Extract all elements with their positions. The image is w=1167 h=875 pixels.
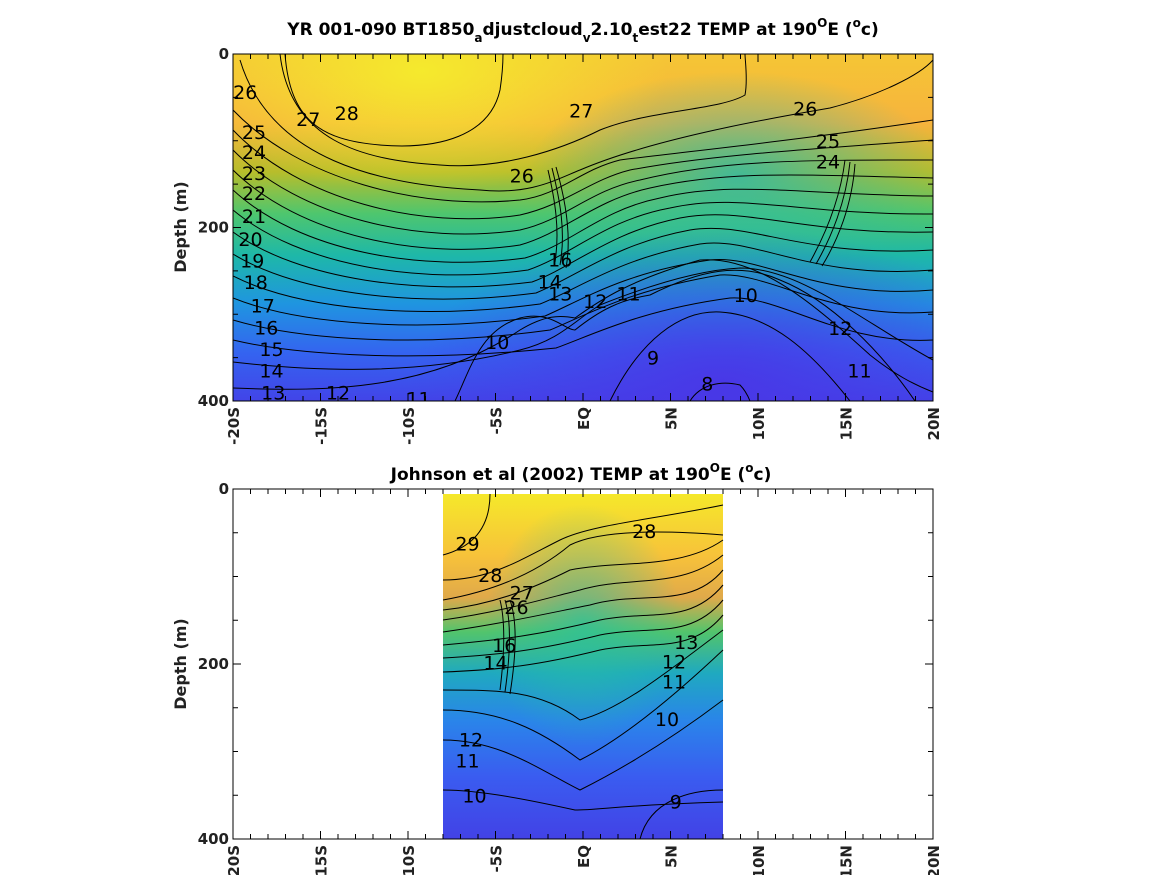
x-tick-label: -20S (225, 407, 243, 445)
contour-label: 12 (326, 382, 350, 404)
panel-obs-title: Johnson et al (2002) TEMP at 190OE (oc) (390, 461, 772, 485)
contour-label: 17 (251, 296, 275, 318)
panel-model-contours (233, 54, 933, 401)
contour-label: 24 (816, 152, 840, 174)
contour-label: 10 (485, 332, 509, 354)
contour-label: 11 (455, 750, 479, 772)
x-tick-label: -20S (225, 845, 243, 875)
contour-label: 13 (261, 382, 285, 404)
contour-label: 27 (296, 109, 320, 131)
contour-label: 25 (242, 122, 266, 144)
x-tick-label: -15S (313, 407, 331, 445)
x-tick-label: -5S (488, 845, 506, 872)
contour-label: 23 (242, 163, 266, 185)
y-tick-label: 200 (198, 655, 229, 673)
x-tick-label: 10N (750, 407, 768, 440)
x-tick-label: 15N (838, 407, 856, 440)
y-tick-label: 200 (198, 219, 229, 237)
panel-obs-contours (442, 493, 724, 839)
panel-obs-axes: -20S -15S -10S -5S EQ 5N 10N 15N 20N 0 200 400 (198, 480, 943, 875)
contour-label: 21 (242, 206, 266, 228)
x-tick-label: 5N (663, 407, 681, 430)
contour-label: 12 (662, 651, 686, 673)
contour-label: 26 (504, 597, 528, 619)
y-tick-label: 0 (219, 480, 229, 498)
panel-obs: Johnson et al (2002) TEMP at 190OE (oc) (171, 461, 943, 875)
contour-label: 20 (238, 229, 262, 251)
contour-label: 13 (674, 632, 698, 654)
x-tick-label: 20N (925, 407, 943, 440)
contour-label: 26 (793, 99, 817, 121)
contour-label: 18 (244, 272, 268, 294)
x-tick-label: 5N (663, 845, 681, 868)
contour-label: 27 (510, 582, 534, 604)
contour-label: 10 (734, 285, 758, 307)
x-tick-label: -15S (313, 845, 331, 875)
x-tick-label: EQ (575, 407, 593, 430)
panel-model-ylabel: Depth (m) (171, 181, 190, 273)
x-tick-label: -5S (488, 407, 506, 434)
x-tick-label: 15N (838, 845, 856, 875)
contour-label: 26 (510, 165, 534, 187)
contour-label: 25 (816, 131, 840, 153)
contour-label: 11 (406, 388, 430, 410)
contour-label: 12 (583, 291, 607, 313)
contour-label: 19 (240, 250, 264, 272)
contour-label: 10 (462, 785, 486, 807)
x-tick-label: EQ (575, 845, 593, 868)
contour-label: 12 (828, 318, 852, 340)
panel-model-title: YR 001-090 BT1850adjustcloudv2.10test22 … (286, 16, 878, 45)
panel-model-axes: -20S -15S -10S -5S EQ 5N 10N 15N 20N 0 200 400 (198, 45, 943, 445)
contour-label: 11 (616, 283, 640, 305)
contour-label: 14 (259, 361, 283, 383)
contour-label: 14 (538, 271, 562, 293)
contour-label: 28 (478, 565, 502, 587)
contour-label: 11 (662, 672, 686, 694)
x-tick-label: 10N (750, 845, 768, 875)
contour-label: 9 (670, 791, 682, 813)
y-tick-label: 400 (198, 392, 229, 410)
panel-obs-ylabel: Depth (m) (171, 618, 190, 710)
contour-label: 9 (647, 348, 659, 370)
contour-label: 16 (548, 250, 572, 272)
panel-model: YR 001-090 BT1850adjustcloudv2.10test22 … (171, 16, 943, 445)
contour-label: 22 (242, 183, 266, 205)
contour-label: 29 (455, 533, 479, 555)
contour-label: 26 (233, 82, 257, 104)
contour-label: 24 (242, 142, 266, 164)
contour-label: 13 (548, 283, 572, 305)
contour-label: 27 (569, 100, 593, 122)
contour-label: 28 (335, 103, 359, 125)
y-tick-label: 0 (219, 45, 229, 63)
contour-label: 15 (259, 339, 283, 361)
contour-label: 11 (847, 361, 871, 383)
contour-label: 12 (459, 729, 483, 751)
contour-label: 14 (483, 652, 507, 674)
y-tick-label: 400 (198, 830, 229, 848)
contour-label: 8 (701, 374, 713, 396)
x-tick-label: -10S (400, 407, 418, 445)
contour-label: 16 (254, 317, 278, 339)
contour-label: 10 (655, 709, 679, 731)
contour-label: 16 (492, 635, 516, 657)
x-tick-label: -10S (400, 845, 418, 875)
x-tick-label: 20N (925, 845, 943, 875)
contour-label: 28 (632, 521, 656, 543)
